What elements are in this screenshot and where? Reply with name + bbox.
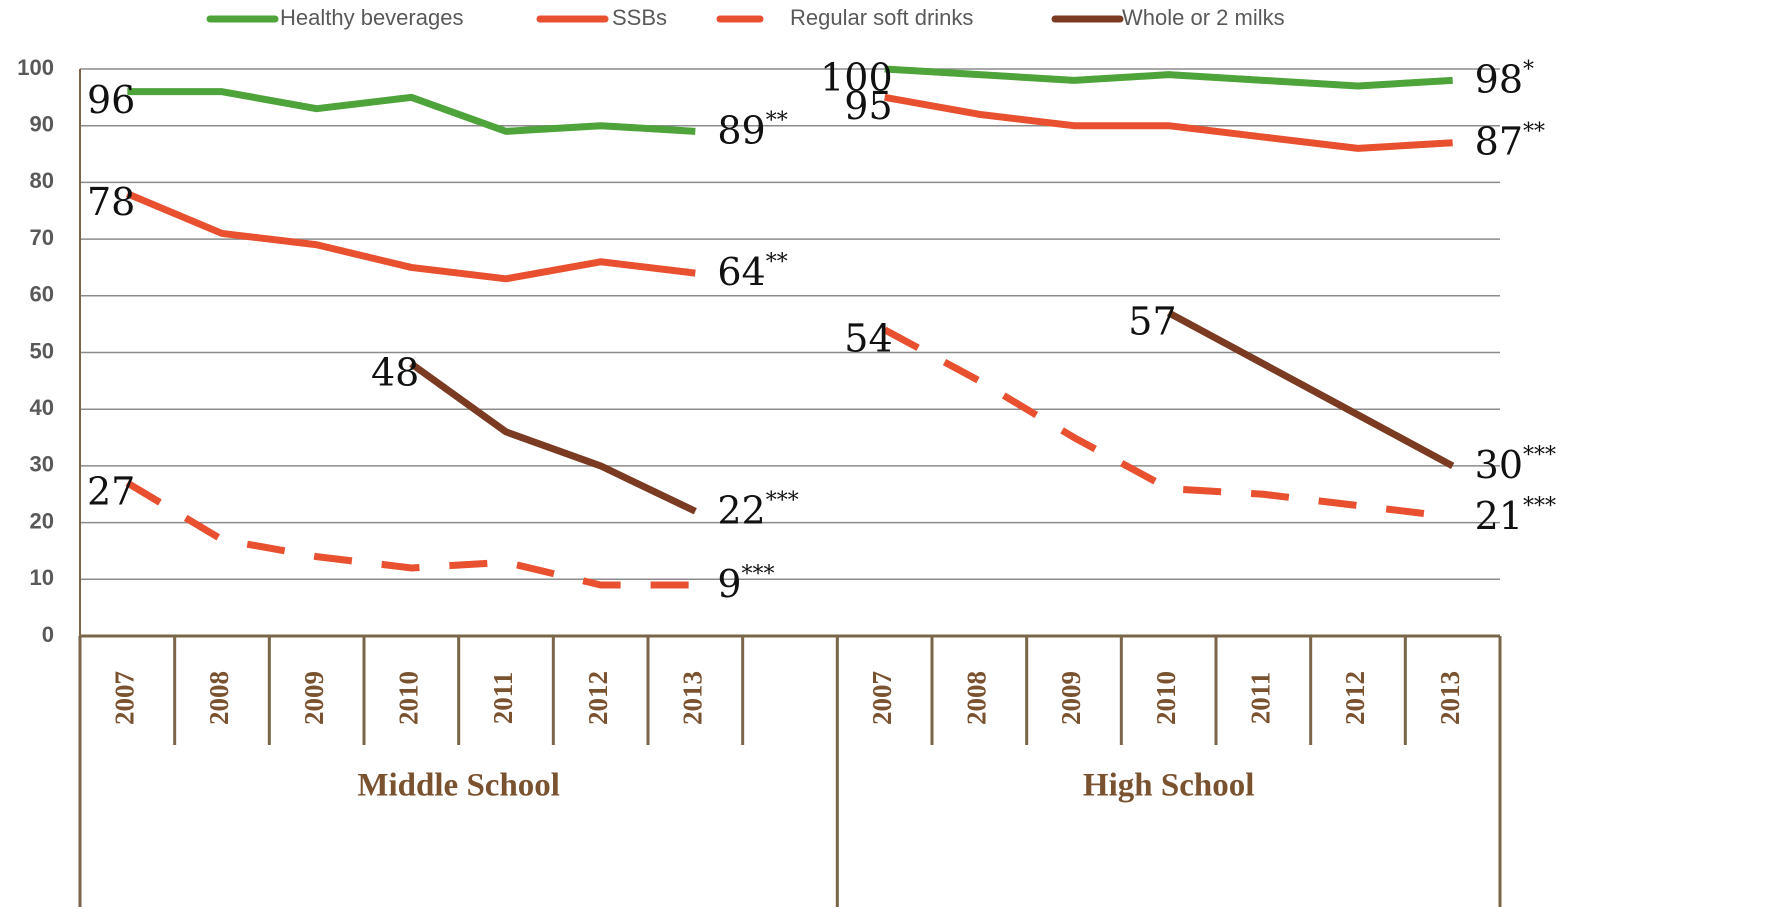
y-tick-label: 50 xyxy=(30,338,54,363)
data-label-note: *** xyxy=(742,562,775,587)
data-label: 30*** xyxy=(1475,442,1556,486)
data-label: 96 xyxy=(87,78,135,122)
data-label: 89** xyxy=(717,108,787,152)
data-label: 9*** xyxy=(717,561,774,605)
y-tick-label: 0 xyxy=(42,622,54,647)
data-label-value: 87 xyxy=(1475,119,1523,163)
series-line xyxy=(127,65,1453,135)
x-tick-label: 2007 xyxy=(867,671,897,725)
y-tick-label: 10 xyxy=(30,565,54,590)
x-tick-label: 2011 xyxy=(1246,672,1276,725)
legend-label: Regular soft drinks xyxy=(790,5,973,30)
data-label-value: 22 xyxy=(717,488,765,532)
x-tick-label: 2010 xyxy=(394,671,424,725)
data-label-value: 9 xyxy=(717,561,741,605)
data-label-note: *** xyxy=(766,488,799,513)
data-label-value: 30 xyxy=(1475,442,1523,486)
legend-label: Whole or 2 milks xyxy=(1122,5,1285,30)
data-label: 87** xyxy=(1475,119,1545,163)
data-label: 98* xyxy=(1475,57,1534,101)
x-tick-label: 2012 xyxy=(583,671,613,725)
data-label-note: * xyxy=(1523,57,1534,82)
data-label: 57 xyxy=(1128,299,1176,343)
data-label: 21*** xyxy=(1475,493,1556,537)
x-tick-label: 2007 xyxy=(110,671,140,725)
data-label: 78 xyxy=(87,180,135,224)
x-tick-label: 2011 xyxy=(488,672,518,725)
data-label: 64** xyxy=(717,250,787,294)
x-tick-label: 2012 xyxy=(1340,671,1370,725)
y-tick-label: 40 xyxy=(30,395,54,420)
series-line xyxy=(125,326,1454,589)
series-line xyxy=(409,309,1455,515)
group-label: High School xyxy=(1083,768,1254,804)
y-tick-label: 70 xyxy=(30,225,54,250)
data-label-note: ** xyxy=(766,108,788,133)
x-tick-label: 2008 xyxy=(204,671,234,725)
x-tick-label: 2013 xyxy=(678,671,708,725)
series-line xyxy=(125,93,1453,283)
y-tick-label: 30 xyxy=(30,452,54,477)
x-tick-label: 2008 xyxy=(962,671,992,725)
y-tick-label: 100 xyxy=(17,55,54,80)
y-tick-label: 90 xyxy=(30,112,54,137)
x-tick-label: 2013 xyxy=(1435,671,1465,725)
x-tick-label: 2010 xyxy=(1151,671,1181,725)
data-label-value: 98 xyxy=(1475,57,1523,101)
data-label-note: *** xyxy=(1523,494,1556,519)
data-label: 27 xyxy=(87,469,135,513)
y-tick-label: 80 xyxy=(30,168,54,193)
data-label: 100 xyxy=(820,56,893,100)
x-tick-label: 2009 xyxy=(1056,671,1086,725)
data-label: 22*** xyxy=(717,488,798,532)
y-tick-label: 20 xyxy=(30,508,54,533)
legend-label: Healthy beverages xyxy=(280,5,463,30)
data-label-value: 64 xyxy=(717,250,765,294)
data-label: 54 xyxy=(844,316,892,360)
data-label-value: 21 xyxy=(1475,493,1523,537)
data-label-note: *** xyxy=(1523,443,1556,468)
data-label: 95 xyxy=(844,84,892,128)
y-tick-label: 60 xyxy=(30,282,54,307)
data-label-value: 89 xyxy=(717,108,765,152)
data-label-note: ** xyxy=(1523,120,1545,145)
legend-label: SSBs xyxy=(612,5,667,30)
data-label-note: ** xyxy=(766,250,788,275)
x-tick-label: 2009 xyxy=(299,671,329,725)
group-label: Middle School xyxy=(357,768,560,804)
data-label: 48 xyxy=(371,350,419,394)
